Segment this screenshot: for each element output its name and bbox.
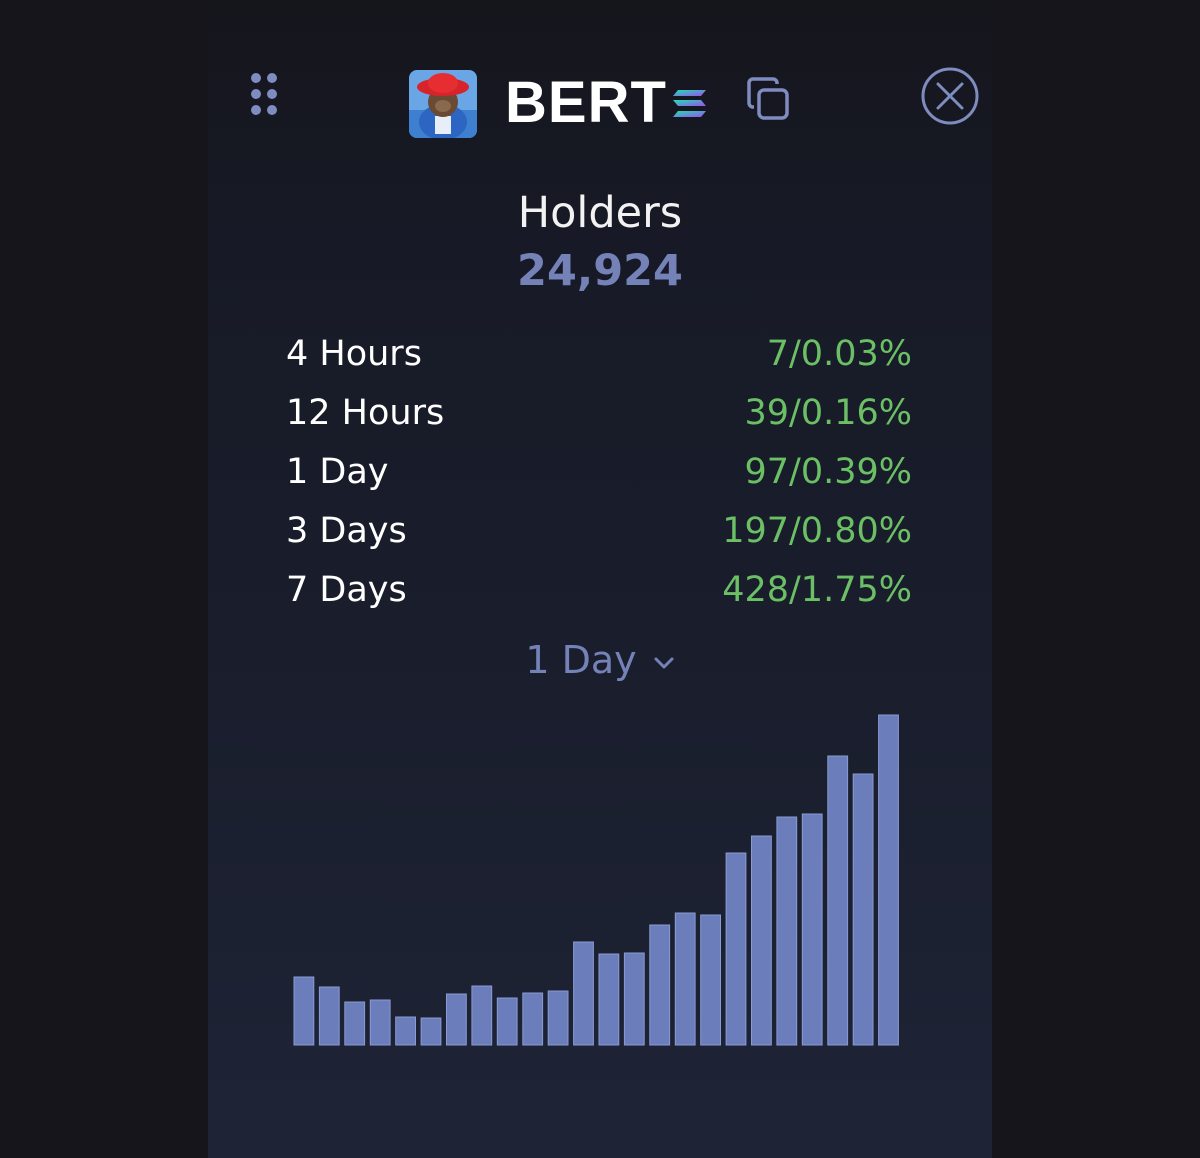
chart-bar[interactable] (496, 997, 518, 1046)
stat-label: 1 Day (286, 452, 389, 492)
chart-bar[interactable] (878, 714, 899, 1046)
chart-bar[interactable] (293, 976, 315, 1046)
chart-bar[interactable] (623, 952, 645, 1046)
stat-label: 12 Hours (286, 393, 445, 433)
stat-label: 4 Hours (286, 334, 422, 374)
chart-bar[interactable] (420, 1017, 442, 1046)
chart-bar[interactable] (395, 1016, 416, 1046)
stat-row-3d: 3 Days 197/0.80% (286, 505, 912, 564)
chart-bar[interactable] (318, 986, 340, 1046)
chart-bar[interactable] (725, 852, 747, 1046)
chart-bar[interactable] (446, 993, 467, 1046)
solana-icon (672, 88, 708, 120)
token-avatar (409, 70, 477, 138)
drag-handle-icon[interactable] (251, 73, 277, 119)
stat-value: 39/0.16% (744, 393, 912, 433)
chart-bar[interactable] (801, 813, 823, 1046)
chart-bar[interactable] (344, 1001, 366, 1046)
chart-bar[interactable] (852, 773, 874, 1046)
copy-icon[interactable] (745, 76, 791, 122)
holders-bar-chart (293, 714, 899, 1046)
chart-bar[interactable] (369, 999, 391, 1046)
chart-bar[interactable] (573, 941, 594, 1046)
chart-bar[interactable] (547, 990, 569, 1046)
holders-title: Holders (517, 188, 683, 238)
chart-bar[interactable] (700, 914, 722, 1046)
period-selected-label: 1 Day (525, 638, 637, 682)
stat-value: 97/0.39% (744, 452, 912, 492)
chart-bar[interactable] (598, 953, 620, 1046)
chart-bar[interactable] (776, 816, 798, 1046)
chart-bar[interactable] (522, 992, 544, 1046)
token-symbol: BERT (505, 70, 667, 135)
stat-label: 3 Days (286, 511, 407, 551)
chart-bar[interactable] (649, 924, 671, 1046)
stat-row-7d: 7 Days 428/1.75% (286, 564, 912, 623)
stat-value: 7/0.03% (766, 334, 912, 374)
period-dropdown[interactable]: 1 Day (0, 632, 1200, 688)
chart-bar[interactable] (827, 755, 849, 1046)
holders-count: 24,924 (517, 246, 683, 296)
stat-row-12h: 12 Hours 39/0.16% (286, 387, 912, 446)
stat-row-1d: 1 Day 97/0.39% (286, 446, 912, 505)
chart-bar[interactable] (471, 985, 493, 1046)
chevron-down-icon (654, 657, 674, 668)
chart-bar[interactable] (751, 835, 772, 1046)
stat-label: 7 Days (286, 570, 407, 610)
close-icon[interactable] (920, 66, 980, 126)
stat-value: 428/1.75% (722, 570, 912, 610)
stat-value: 197/0.80% (722, 511, 912, 551)
stat-row-4h: 4 Hours 7/0.03% (286, 328, 912, 387)
chart-bar[interactable] (674, 912, 696, 1046)
holder-change-stats: 4 Hours 7/0.03% 12 Hours 39/0.16% 1 Day … (286, 328, 912, 623)
